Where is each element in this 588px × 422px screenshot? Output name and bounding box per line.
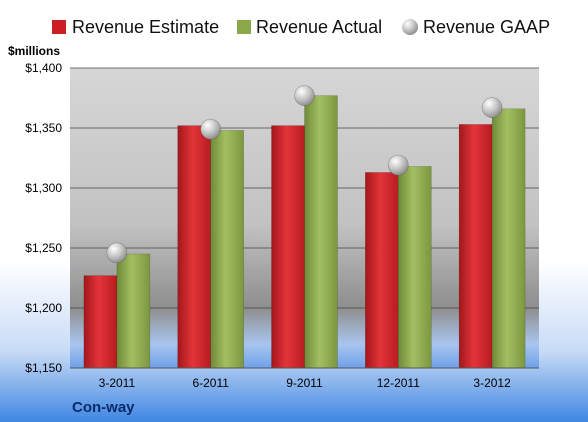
x-tick-label: 3-2011: [99, 376, 136, 390]
gaap-marker: [294, 85, 315, 106]
bar-revenue-actual: [210, 130, 244, 369]
x-tick-label: 12-2011: [377, 376, 420, 390]
legend-swatch-estimate: [52, 20, 66, 34]
bar-revenue-estimate: [271, 125, 305, 369]
legend-label-estimate: Revenue Estimate: [72, 17, 219, 37]
bar-revenue-estimate: [365, 172, 399, 369]
y-tick-labels: $1,150 $1,200 $1,250 $1,300 $1,350 $1,400: [25, 61, 62, 375]
y-axis-label: $millions: [8, 44, 60, 58]
gaap-marker: [106, 242, 128, 264]
gaap-marker: [481, 97, 503, 118]
y-tick-label: $1,150: [25, 361, 62, 375]
bar-revenue-actual: [491, 108, 526, 369]
y-tick-label: $1,350: [25, 121, 62, 135]
y-tick-label: $1,400: [25, 61, 62, 75]
y-tick-label: $1,300: [25, 181, 62, 195]
y-tick-label: $1,200: [25, 301, 62, 315]
bars: [83, 95, 526, 369]
gaap-markers: [106, 85, 503, 264]
bar-revenue-actual: [116, 253, 151, 369]
x-tick-label: 6-2011: [192, 376, 229, 390]
bar-revenue-estimate: [177, 125, 211, 369]
bar-revenue-estimate: [458, 124, 493, 369]
y-tick-label: $1,250: [25, 241, 62, 255]
bar-revenue-estimate: [83, 275, 118, 369]
legend-label-gaap: Revenue GAAP: [423, 17, 550, 37]
x-tick-label: 3-2012: [473, 376, 511, 390]
gaap-marker: [200, 118, 221, 140]
bar-revenue-actual: [398, 166, 432, 369]
gaap-marker: [387, 154, 409, 176]
company-name: Con-way: [72, 399, 135, 416]
legend-label-actual: Revenue Actual: [256, 17, 382, 37]
x-tick-labels: 3-2011 6-2011 9-2011 12-2011 3-2012: [99, 376, 511, 390]
legend-swatch-gaap: [402, 19, 418, 35]
x-tick-label: 9-2011: [286, 376, 323, 390]
legend-swatch-actual: [237, 20, 251, 34]
legend: Revenue Estimate Revenue Actual Revenue …: [52, 17, 550, 37]
bar-revenue-actual: [304, 95, 338, 369]
